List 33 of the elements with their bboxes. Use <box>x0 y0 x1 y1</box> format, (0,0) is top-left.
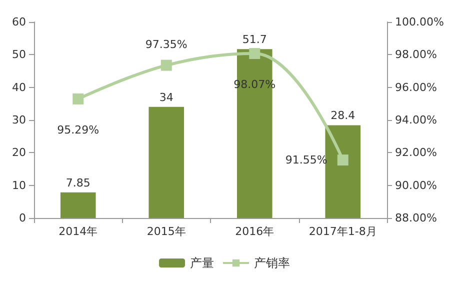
y-tick-label: 60 <box>12 16 26 28</box>
y2-tick-label: 92.00% <box>395 146 437 160</box>
x-tick-label: 2016年 <box>235 225 274 238</box>
bar <box>148 106 184 218</box>
data-label: 97.35% <box>145 38 188 51</box>
x-tick-label: 2015年 <box>146 225 186 238</box>
y-tick-label: 30 <box>12 114 26 126</box>
data-label: 34 <box>159 90 174 104</box>
x-tick-label: 2014年 <box>58 225 98 238</box>
legend-label: 产量 <box>190 256 214 270</box>
y-tick-label: 20 <box>12 146 26 160</box>
point <box>249 48 260 60</box>
point <box>72 93 84 104</box>
y-tick-label: 50 <box>12 48 26 62</box>
data-label: 7.85 <box>66 176 90 190</box>
y-tick-label: 0 <box>19 212 26 224</box>
y2-tick-label: 94.00% <box>395 114 437 126</box>
y2-tick-label: 100.00% <box>395 16 444 28</box>
y2-tick-label: 88.00% <box>395 212 437 224</box>
y-tick-label: 40 <box>12 80 26 94</box>
data-label: 95.29% <box>57 123 100 136</box>
x-tick-label: 2017年1-8月 <box>308 225 377 238</box>
y2-tick-label: 98.00% <box>395 48 437 62</box>
bar <box>325 125 361 218</box>
y2-tick-label: 96.00% <box>395 80 437 94</box>
legend-label: 产销率 <box>254 256 290 270</box>
point <box>160 60 172 71</box>
point <box>337 154 348 166</box>
data-label: 51.7 <box>242 33 267 46</box>
bar <box>60 192 96 218</box>
data-label: 28.4 <box>330 109 356 122</box>
y-tick-label: 10 <box>12 178 26 192</box>
y2-tick-label: 90.00% <box>395 178 437 192</box>
